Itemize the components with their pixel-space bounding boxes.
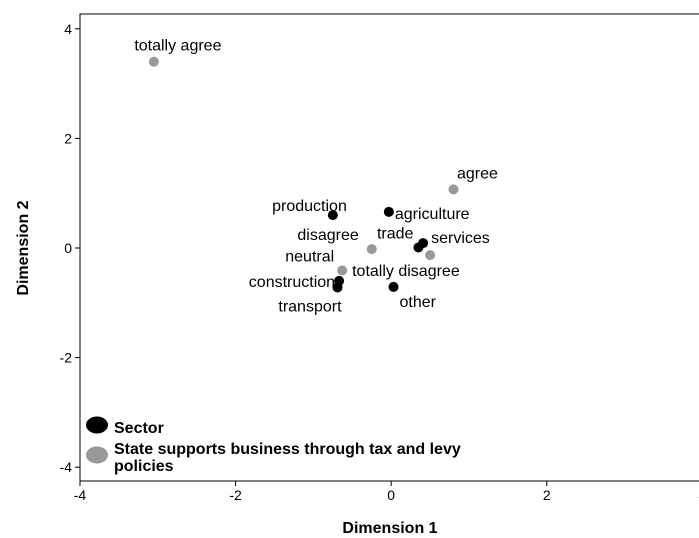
legend: Sector State supports business through ta…: [86, 416, 461, 475]
y-tick-label: 0: [64, 240, 72, 256]
legend-marker: [86, 446, 108, 464]
data-point: [332, 282, 343, 293]
data-point: [337, 265, 348, 276]
point-label: other: [400, 294, 437, 311]
data-point: [366, 244, 377, 255]
plot-frame: [79, 13, 699, 482]
legend-marker: [86, 416, 108, 434]
y-tick-label: -4: [60, 459, 73, 475]
point-label: neutral: [285, 248, 334, 265]
point-label: totally disagree: [352, 263, 460, 280]
y-axis-title: Dimension 2: [15, 200, 32, 295]
data-points: production agriculture services trade constr…: [134, 38, 498, 316]
x-tick-label: -4: [74, 487, 87, 503]
y-tick-label: -2: [60, 350, 73, 366]
point-label: construction: [249, 274, 335, 291]
point-label: agriculture: [395, 206, 470, 223]
x-tick-label: 2: [543, 487, 551, 503]
legend-label: Sector: [114, 420, 164, 437]
point-label: production: [272, 198, 347, 215]
point-label: trade: [377, 225, 414, 242]
point-label: services: [431, 230, 490, 247]
y-axis: -4 -2 0 2 4: [60, 21, 80, 475]
data-point: [148, 56, 159, 67]
point-label: agree: [457, 165, 498, 182]
x-tick-label: 0: [387, 487, 395, 503]
x-tick-label: -2: [229, 487, 242, 503]
data-point: [413, 242, 424, 253]
y-tick-label: 4: [64, 21, 72, 37]
data-point: [425, 250, 436, 261]
data-point: [448, 184, 459, 195]
y-tick-label: 2: [64, 130, 72, 146]
point-label: totally agree: [134, 38, 221, 55]
point-label: disagree: [297, 227, 358, 244]
point-label: transport: [278, 298, 342, 315]
data-point: [383, 206, 394, 217]
data-point: [388, 281, 399, 292]
legend-label: State supports business through tax and …: [114, 441, 461, 475]
x-axis-title: Dimension 1: [342, 520, 437, 537]
data-point: [327, 210, 338, 221]
